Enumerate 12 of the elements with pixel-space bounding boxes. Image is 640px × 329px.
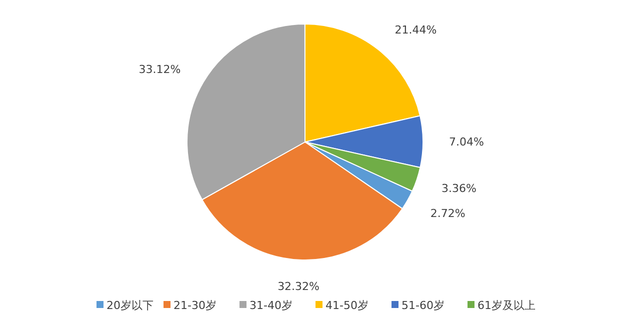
legend-label: 51-60岁 bbox=[402, 299, 444, 312]
legend-label: 31-40岁 bbox=[250, 299, 292, 312]
legend-label: 21-30岁 bbox=[174, 299, 216, 312]
legend-label: 61岁及以上 bbox=[478, 299, 536, 312]
data-label: 3.36% bbox=[442, 182, 476, 195]
data-label: 2.72% bbox=[430, 206, 466, 220]
data-label: 21.44% bbox=[394, 23, 437, 36]
data-label: 7.04% bbox=[449, 136, 484, 149]
data-label: 33.12% bbox=[138, 63, 181, 76]
legend-label: 20岁以下 bbox=[106, 299, 154, 312]
data-label: 32.32% bbox=[278, 280, 320, 293]
legend-label: 41-50岁 bbox=[326, 299, 368, 312]
